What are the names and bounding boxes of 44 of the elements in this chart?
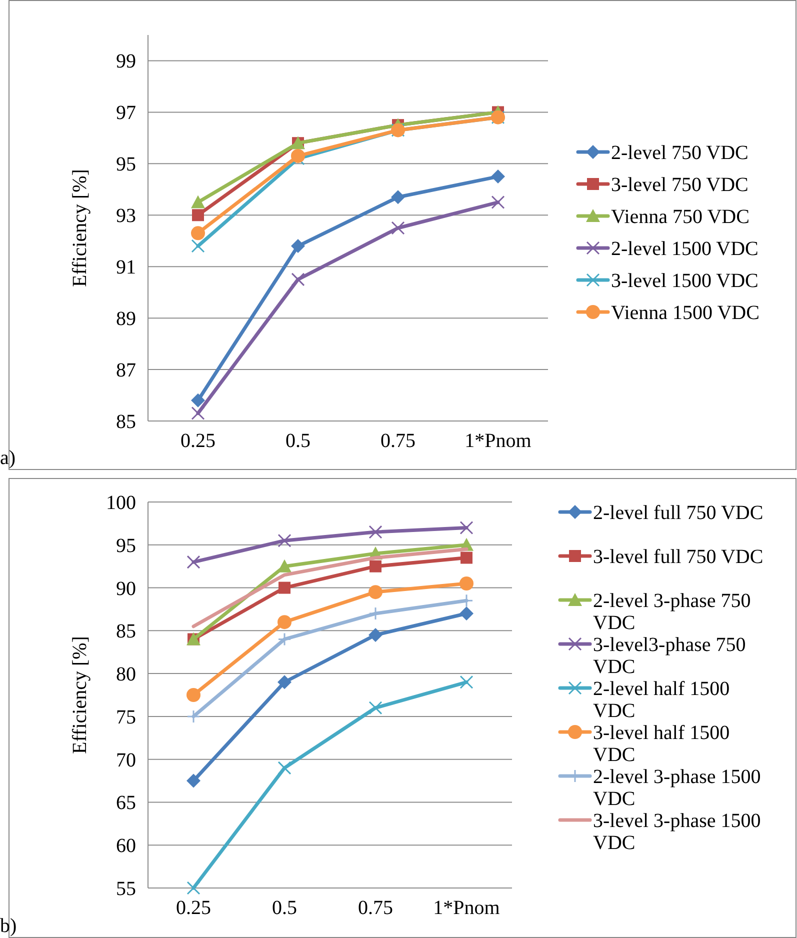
- y-tick-label: 95: [116, 154, 136, 176]
- legend-label: 3-level full 750 VDC: [593, 546, 764, 568]
- y-tick-label: 89: [116, 308, 136, 330]
- y-tick-label: 85: [116, 620, 136, 643]
- y-tick-label: 91: [116, 256, 136, 279]
- x-tick-label: 1*Pnom: [464, 430, 532, 452]
- y-axis-title: Efficiency [%]: [69, 636, 91, 754]
- x-tick-label: 1*Pnom: [433, 897, 500, 919]
- y-tick-label: 55: [116, 878, 136, 900]
- y-tick-label: 70: [116, 749, 136, 772]
- x-tick-label: 0.5: [272, 897, 297, 919]
- legend-label: 2-level 3-phase 750 VDC: [593, 590, 751, 634]
- y-tick-label: 87: [116, 360, 136, 382]
- legend-label: 2-level half 1500 VDC: [593, 678, 730, 722]
- legend-label: 3-level 1500 VDC: [611, 270, 758, 292]
- legend-label: 2-level full 750 VDC: [593, 502, 764, 524]
- legend-label: 2-level 750 VDC: [611, 142, 748, 164]
- y-tick-label: 95: [116, 534, 136, 557]
- y-tick-label: 90: [116, 578, 136, 600]
- y-tick-label: 85: [116, 411, 136, 433]
- y-tick-label: 65: [116, 792, 136, 814]
- text: a): [0, 447, 16, 469]
- legend-label: Vienna 1500 VDC: [611, 302, 760, 324]
- y-tick-label: 93: [116, 205, 136, 228]
- y-tick-label: 75: [116, 706, 136, 728]
- text: b): [0, 915, 17, 937]
- y-axis-title: Efficiency [%]: [69, 169, 91, 287]
- y-tick-label: 80: [116, 664, 136, 686]
- x-tick-label: 0.75: [358, 897, 393, 919]
- x-tick-label: 0.75: [380, 430, 416, 452]
- legend-label: 3-level half 1500 VDC: [593, 722, 730, 766]
- y-tick-label: 100: [106, 492, 136, 514]
- x-tick-label: 0.25: [176, 897, 211, 919]
- y-tick-label: 60: [116, 835, 136, 858]
- legend-label: 3-level3-phase 750 VDC: [593, 634, 746, 678]
- y-tick-label: 97: [116, 102, 136, 124]
- legend-label: 2-level 3-phase 1500 VDC: [593, 766, 761, 810]
- legend-label: 2-level 1500 VDC: [611, 238, 758, 260]
- legend-label: Vienna 750 VDC: [611, 206, 750, 228]
- legend-label: 3-level 3-phase 1500 VDC: [593, 810, 761, 854]
- y-tick-label: 99: [116, 50, 136, 73]
- legend-label: 3-level 750 VDC: [611, 174, 748, 196]
- x-tick-label: 0.5: [286, 430, 310, 452]
- x-tick-label: 0.25: [180, 430, 216, 452]
